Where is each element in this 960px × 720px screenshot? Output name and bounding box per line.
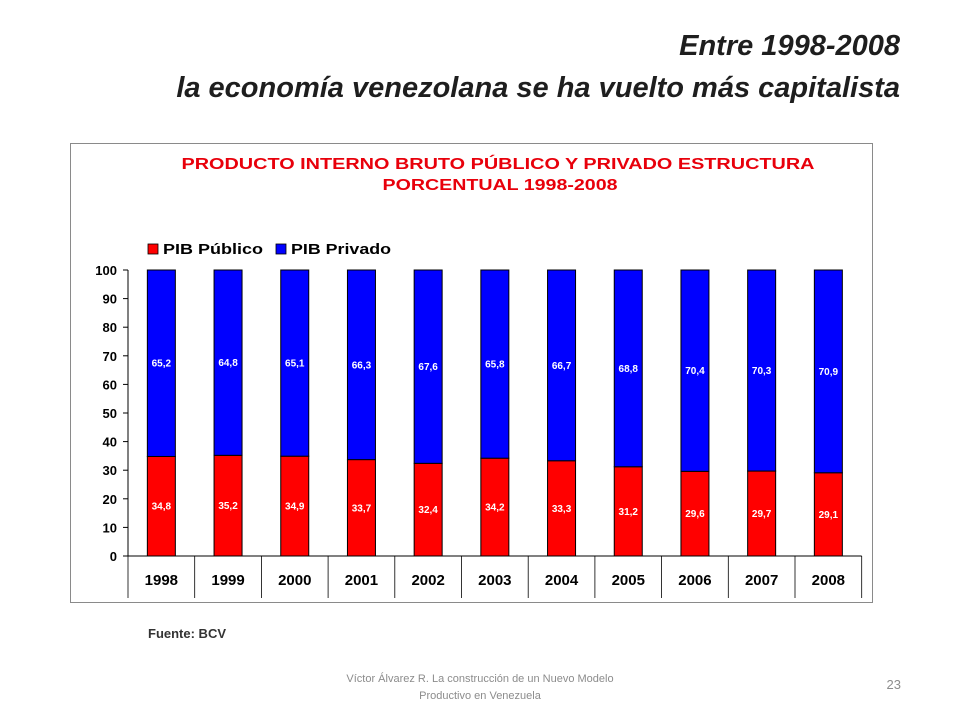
data-label: 34,9: [285, 502, 305, 513]
data-label: 66,3: [352, 360, 372, 371]
y-tick-label: 60: [103, 377, 117, 392]
bar-segment: [813, 269, 843, 474]
y-tick-label: 40: [103, 435, 117, 450]
data-label: 33,7: [352, 503, 372, 514]
bar-segment: [213, 269, 243, 456]
y-tick-label: 30: [103, 463, 117, 478]
bar-segment: [680, 269, 710, 472]
legend-label: PIB Público: [163, 241, 263, 258]
data-label: 29,6: [685, 509, 705, 520]
chart-title-line-2: PORCENTUAL 1998-2008: [383, 177, 618, 194]
x-tick-label: 1999: [211, 572, 244, 589]
bar-segment: [280, 269, 310, 457]
x-tick-label: 2006: [678, 572, 711, 589]
y-tick-label: 0: [110, 549, 117, 564]
data-label: 68,8: [619, 364, 639, 375]
bar-segment: [613, 466, 643, 557]
bar-segment: [413, 269, 443, 464]
data-label: 64,8: [218, 358, 238, 369]
footer-line-2: Productivo en Venezuela: [419, 690, 541, 702]
bar-segment: [346, 459, 376, 557]
x-tick-label: 2003: [478, 572, 511, 589]
data-label: 34,8: [152, 502, 172, 513]
chart-title-line-1: PRODUCTO INTERNO BRUTO PÚBLICO Y PRIVADO…: [182, 154, 816, 173]
data-label: 70,9: [819, 367, 839, 378]
y-tick-label: 90: [103, 292, 117, 307]
x-tick-label: 2000: [278, 572, 311, 589]
x-tick-label: 2002: [411, 572, 444, 589]
bar-segment: [146, 269, 176, 457]
bar-segment: [613, 269, 643, 468]
bar-segment: [346, 269, 376, 461]
x-tick-label: 2005: [612, 572, 645, 589]
y-tick-label: 70: [103, 349, 117, 364]
chart: PRODUCTO INTERNO BRUTO PÚBLICO Y PRIVADO…: [70, 143, 873, 603]
x-tick-label: 2001: [345, 572, 378, 589]
data-label: 29,1: [819, 510, 839, 521]
data-label: 65,8: [485, 360, 505, 371]
legend-swatch: [275, 243, 287, 255]
bar-segment: [280, 455, 310, 557]
x-tick-label: 2004: [545, 572, 579, 589]
bar-segment: [813, 472, 843, 557]
data-label: 33,3: [552, 504, 572, 515]
bar-segment: [747, 269, 777, 472]
data-label: 65,2: [152, 359, 172, 370]
data-label: 65,1: [285, 359, 305, 370]
y-tick-label: 50: [103, 406, 117, 421]
bar-segment: [547, 460, 577, 557]
y-tick-label: 80: [103, 320, 117, 335]
y-tick-label: 10: [103, 520, 117, 535]
data-label: 70,4: [685, 366, 705, 377]
bar-segment: [480, 457, 510, 557]
bar-segment: [547, 269, 577, 462]
bar-segment: [747, 470, 777, 557]
data-label: 29,7: [752, 509, 772, 520]
data-label: 32,4: [418, 505, 438, 516]
legend-swatch: [147, 243, 159, 255]
x-tick-label: 2008: [812, 572, 845, 589]
x-tick-label: 2007: [745, 572, 778, 589]
data-label: 35,2: [218, 501, 238, 512]
y-tick-label: 20: [103, 492, 117, 507]
bar-segment: [680, 470, 710, 557]
data-label: 66,7: [552, 361, 572, 372]
data-label: 31,2: [619, 507, 639, 518]
bar-segment: [146, 455, 176, 557]
slide-title-line-1: Entre 1998-2008: [679, 30, 900, 62]
data-label: 70,3: [752, 366, 772, 377]
legend-label: PIB Privado: [291, 241, 391, 258]
bar-segment: [480, 269, 510, 459]
slide-title-line-2: la economía venezolana se ha vuelto más …: [176, 72, 900, 104]
page-number: 23: [886, 677, 901, 692]
slide-title: Entre 1998-2008 la economía venezolana s…: [176, 25, 900, 109]
data-label: 67,6: [418, 362, 438, 373]
chart-frame: [70, 143, 873, 603]
footer: Víctor Álvarez R. La construcción de un …: [0, 671, 960, 705]
y-tick-label: 100: [95, 263, 117, 278]
x-tick-label: 1998: [145, 572, 178, 589]
footer-line-1: Víctor Álvarez R. La construcción de un …: [346, 673, 614, 685]
bar-segment: [213, 454, 243, 557]
source-note: Fuente: BCV: [148, 626, 226, 641]
data-label: 34,2: [485, 503, 505, 514]
